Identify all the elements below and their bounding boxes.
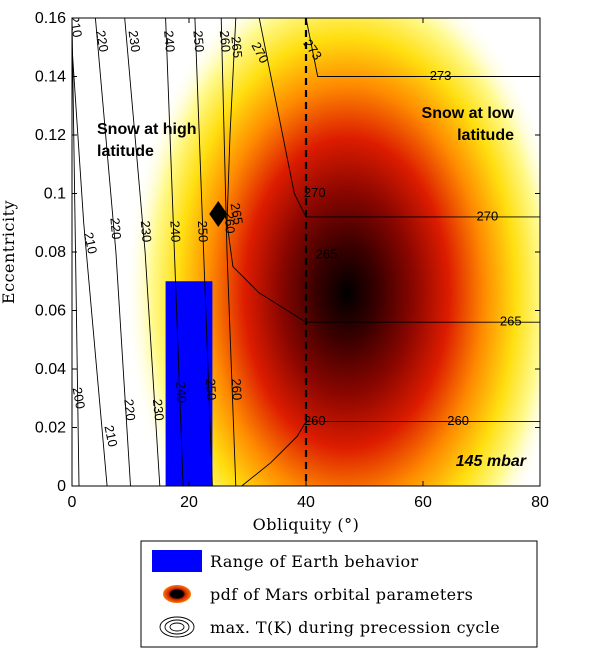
contour-label: 240 [167, 220, 183, 242]
contour-label: 250 [203, 378, 219, 400]
contour-ring [169, 622, 185, 632]
contour-label: 265 [228, 36, 245, 59]
contour-label: 230 [138, 220, 155, 243]
contour-line-260 [220, 18, 237, 486]
annotation-pressure: 145 mbar [456, 453, 527, 470]
annotation-snow-high: Snow at high [97, 121, 197, 138]
diamond-marker [209, 200, 228, 227]
contour-label: 265 [500, 314, 522, 329]
pdf-heatmap [124, 18, 540, 486]
contour-ring [164, 619, 190, 635]
blue-rectangle-icon [152, 550, 202, 572]
contour-label: 260 [304, 413, 326, 428]
contour-line-240 [165, 18, 184, 486]
contour-label: 230 [150, 398, 167, 421]
contour-label: 240 [161, 30, 178, 53]
contour-line-273 [305, 18, 540, 77]
x-tick-label: 0 [68, 494, 77, 511]
contour-line-220 [94, 18, 131, 486]
contour-label: 210 [67, 15, 86, 39]
y-axis-label: Eccentricity [0, 200, 18, 304]
y-tick-label: 0.02 [35, 420, 66, 437]
contour-line-230 [124, 18, 161, 486]
contour-label: 250 [195, 220, 211, 242]
x-tick-label: 20 [180, 494, 198, 511]
x-tick-label: 80 [531, 494, 549, 511]
y-tick-label: 0.12 [35, 127, 66, 144]
earth-range-bar [165, 281, 213, 486]
contour-label: 260 [447, 413, 469, 428]
legend-label: pdf of Mars orbital parameters [210, 585, 473, 604]
contour-ring [159, 616, 195, 638]
contour-label: 260 [222, 211, 238, 233]
annotation-snow-low: latitude [457, 127, 514, 144]
contour-label: 260 [217, 30, 234, 53]
annotation-snow-low: Snow at low [422, 105, 515, 122]
contour-line-260 [241, 421, 540, 486]
annotation-snow-high: latitude [97, 143, 154, 160]
contour-line-210 [72, 47, 108, 486]
contour-line-270 [258, 18, 540, 218]
y-tick-label: 0 [57, 478, 66, 495]
legend-label: max. T(K) during precession cycle [210, 618, 500, 637]
contour-label: 265 [316, 246, 338, 261]
contour-label: 273 [430, 68, 452, 83]
contour-label: 270 [476, 208, 498, 223]
contour-label: 270 [304, 185, 326, 200]
legend-box [140, 540, 538, 648]
contour-label: 260 [229, 378, 245, 400]
contour-label: 265 [228, 202, 247, 226]
pdf-ellipse-icon [163, 585, 191, 603]
contour-label: 210 [81, 231, 100, 255]
x-tick-label: 60 [414, 494, 432, 511]
contour-label: 210 [101, 424, 120, 448]
contour-line-250 [194, 18, 213, 486]
x-tick-label: 40 [297, 494, 315, 511]
contour-label: 220 [107, 217, 124, 240]
y-tick-label: 0.04 [35, 361, 66, 378]
contour-rings-icon [159, 616, 195, 638]
contour-label: 250 [190, 30, 207, 53]
y-tick-label: 0.06 [35, 303, 66, 320]
contour-label: 220 [93, 29, 112, 53]
y-tick-label: 0.14 [35, 69, 66, 86]
contour-label: 220 [121, 398, 138, 421]
contour-label: 240 [173, 381, 189, 403]
y-tick-label: 0.1 [44, 186, 66, 203]
contour-label: 200 [70, 386, 89, 410]
x-axis-label: Obliquity (°) [253, 515, 360, 534]
contour-label: 230 [126, 29, 144, 53]
y-tick-label: 0.16 [35, 10, 66, 27]
y-tick-label: 0.08 [35, 244, 66, 261]
legend-label: Range of Earth behavior [210, 552, 419, 571]
